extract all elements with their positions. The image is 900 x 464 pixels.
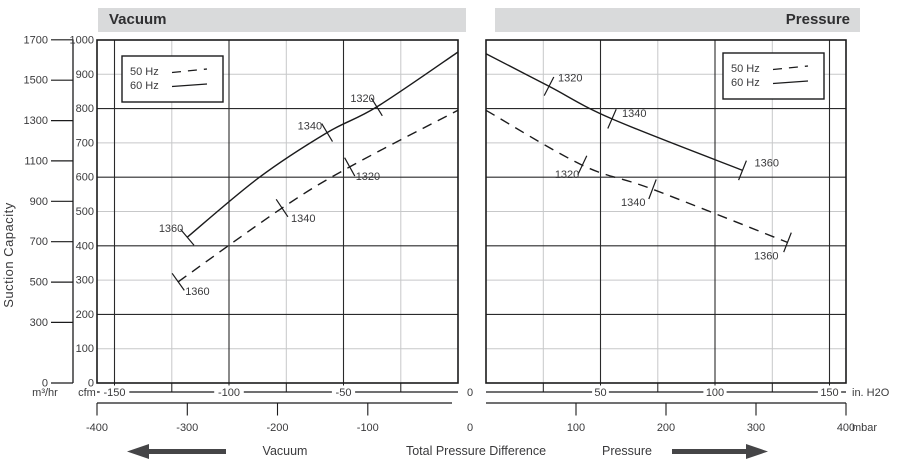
legend-line-sample-dashed — [772, 65, 809, 71]
m3hr-tick-label: 300 — [30, 317, 48, 329]
model-curve-tick — [180, 228, 195, 246]
curve-vacuum-50hz — [177, 109, 459, 283]
mbar-tick-label: -100 — [357, 422, 379, 434]
curve-pressure-60hz — [485, 53, 743, 171]
inh2o-zero-label: 0 — [467, 387, 473, 399]
model-curve-tick — [577, 155, 588, 175]
inh2o-label-mask — [703, 385, 727, 398]
legend-line-sample-solid — [171, 83, 208, 88]
pressure-direction-label: Pressure — [601, 444, 653, 458]
model-curve-tick — [321, 123, 334, 142]
vacuum-direction-arrow — [127, 444, 226, 459]
vacuum-legend-box — [121, 55, 224, 103]
vacuum-plot-border — [96, 39, 459, 384]
mbar-tick-label: -200 — [266, 422, 288, 434]
inh2o-tick-label: 150 — [820, 387, 838, 399]
model-label-1320: 1320 — [555, 169, 579, 181]
legend-line-sample-solid — [772, 80, 809, 85]
curve-pressure-50hz — [485, 109, 788, 244]
mbar-tick-label: 300 — [747, 422, 765, 434]
model-curve-tick — [370, 97, 383, 117]
cfm-tick-label: 0 — [88, 378, 94, 390]
m3hr-tick-label: 1100 — [24, 155, 48, 167]
inh2o-unit-label: in. H2O — [852, 387, 890, 399]
m3hr-tick-label: 1700 — [24, 34, 48, 46]
cfm-tick-label: 1000 — [70, 35, 94, 47]
legend-item-label: 50 Hz — [130, 66, 159, 78]
inh2o-tick-label: -150 — [103, 387, 125, 399]
model-curve-tick — [738, 160, 747, 181]
inh2o-label-mask — [817, 385, 842, 398]
mbar-tick-label: 200 — [657, 422, 675, 434]
cfm-tick-label: 100 — [76, 343, 94, 355]
cfm-tick-label: 600 — [76, 172, 94, 184]
pressure-plot-border — [485, 39, 847, 384]
model-label-1340: 1340 — [622, 108, 646, 120]
mbar-tick-label: -300 — [176, 422, 198, 434]
pressure-legend-box — [722, 52, 825, 100]
m3hr-tick-label: 1300 — [24, 115, 48, 127]
m3hr-tick-label: 900 — [30, 196, 48, 208]
cfm-tick-label: 800 — [76, 103, 94, 115]
cfm-tick-label: 200 — [76, 309, 94, 321]
inh2o-label-mask — [214, 385, 244, 398]
pressure-panel-header: Pressure — [495, 8, 860, 32]
legend-item-label: 50 Hz — [731, 63, 760, 75]
mbar-zero-label: 0 — [467, 422, 473, 434]
vacuum-panel-title: Vacuum — [109, 11, 167, 28]
mbar-tick-label: -400 — [86, 422, 108, 434]
m3hr-tick-label: 700 — [30, 236, 48, 248]
inh2o-tick-label: -100 — [218, 387, 240, 399]
model-label-1340: 1340 — [298, 121, 322, 133]
model-label-1360: 1360 — [754, 250, 778, 262]
model-curve-tick — [607, 109, 617, 129]
model-label-1360: 1360 — [755, 157, 779, 169]
model-label-1340: 1340 — [621, 197, 645, 209]
total-pressure-difference-label: Total Pressure Difference — [405, 444, 547, 458]
model-label-1360: 1360 — [185, 286, 209, 298]
m3hr-tick-label: 1500 — [24, 75, 48, 87]
vacuum-direction-label: Vacuum — [262, 444, 308, 458]
inh2o-label-mask — [331, 385, 356, 398]
model-curve-tick — [275, 198, 289, 218]
model-label-1320: 1320 — [356, 171, 380, 183]
m3hr-unit-label: m³/hr — [32, 387, 58, 399]
m3hr-tick-label: 0 — [42, 378, 48, 390]
model-curve-tick — [648, 179, 657, 200]
cfm-tick-label: 300 — [76, 275, 94, 287]
mbar-tick-label: 400 — [837, 422, 855, 434]
model-curve-tick — [344, 157, 356, 177]
model-label-1320: 1320 — [558, 72, 582, 84]
model-label-1360: 1360 — [159, 223, 183, 235]
legend-item-label: 60 Hz — [731, 77, 760, 89]
mbar-tick-label: 100 — [567, 422, 585, 434]
legend-item-label: 60 Hz — [130, 80, 159, 92]
curve-vacuum-60hz — [186, 51, 459, 238]
model-label-1340: 1340 — [291, 213, 315, 225]
m3hr-tick-label: 500 — [30, 277, 48, 289]
inh2o-label-mask — [592, 385, 609, 398]
model-label-1320: 1320 — [350, 93, 374, 105]
model-curve-tick — [543, 76, 555, 96]
cfm-tick-label: 700 — [76, 137, 94, 149]
inh2o-tick-label: 50 — [594, 387, 606, 399]
inh2o-label-mask — [99, 385, 130, 398]
inh2o-tick-label: -50 — [336, 387, 352, 399]
pressure-direction-arrow — [672, 444, 768, 459]
cfm-unit-label: cfm — [78, 387, 96, 399]
vacuum-panel-header: Vacuum — [98, 8, 466, 32]
model-curve-tick — [171, 272, 185, 291]
mbar-unit-label: mbar — [852, 422, 877, 434]
legend-line-sample-dashed — [171, 68, 208, 74]
model-curve-tick — [783, 232, 792, 253]
cfm-tick-label: 900 — [76, 69, 94, 81]
cfm-tick-label: 500 — [76, 206, 94, 218]
pressure-panel-title: Pressure — [785, 11, 850, 28]
suction-capacity-axis-label: Suction Capacity — [1, 202, 16, 308]
inh2o-tick-label: 100 — [706, 387, 724, 399]
cfm-tick-label: 400 — [76, 240, 94, 252]
